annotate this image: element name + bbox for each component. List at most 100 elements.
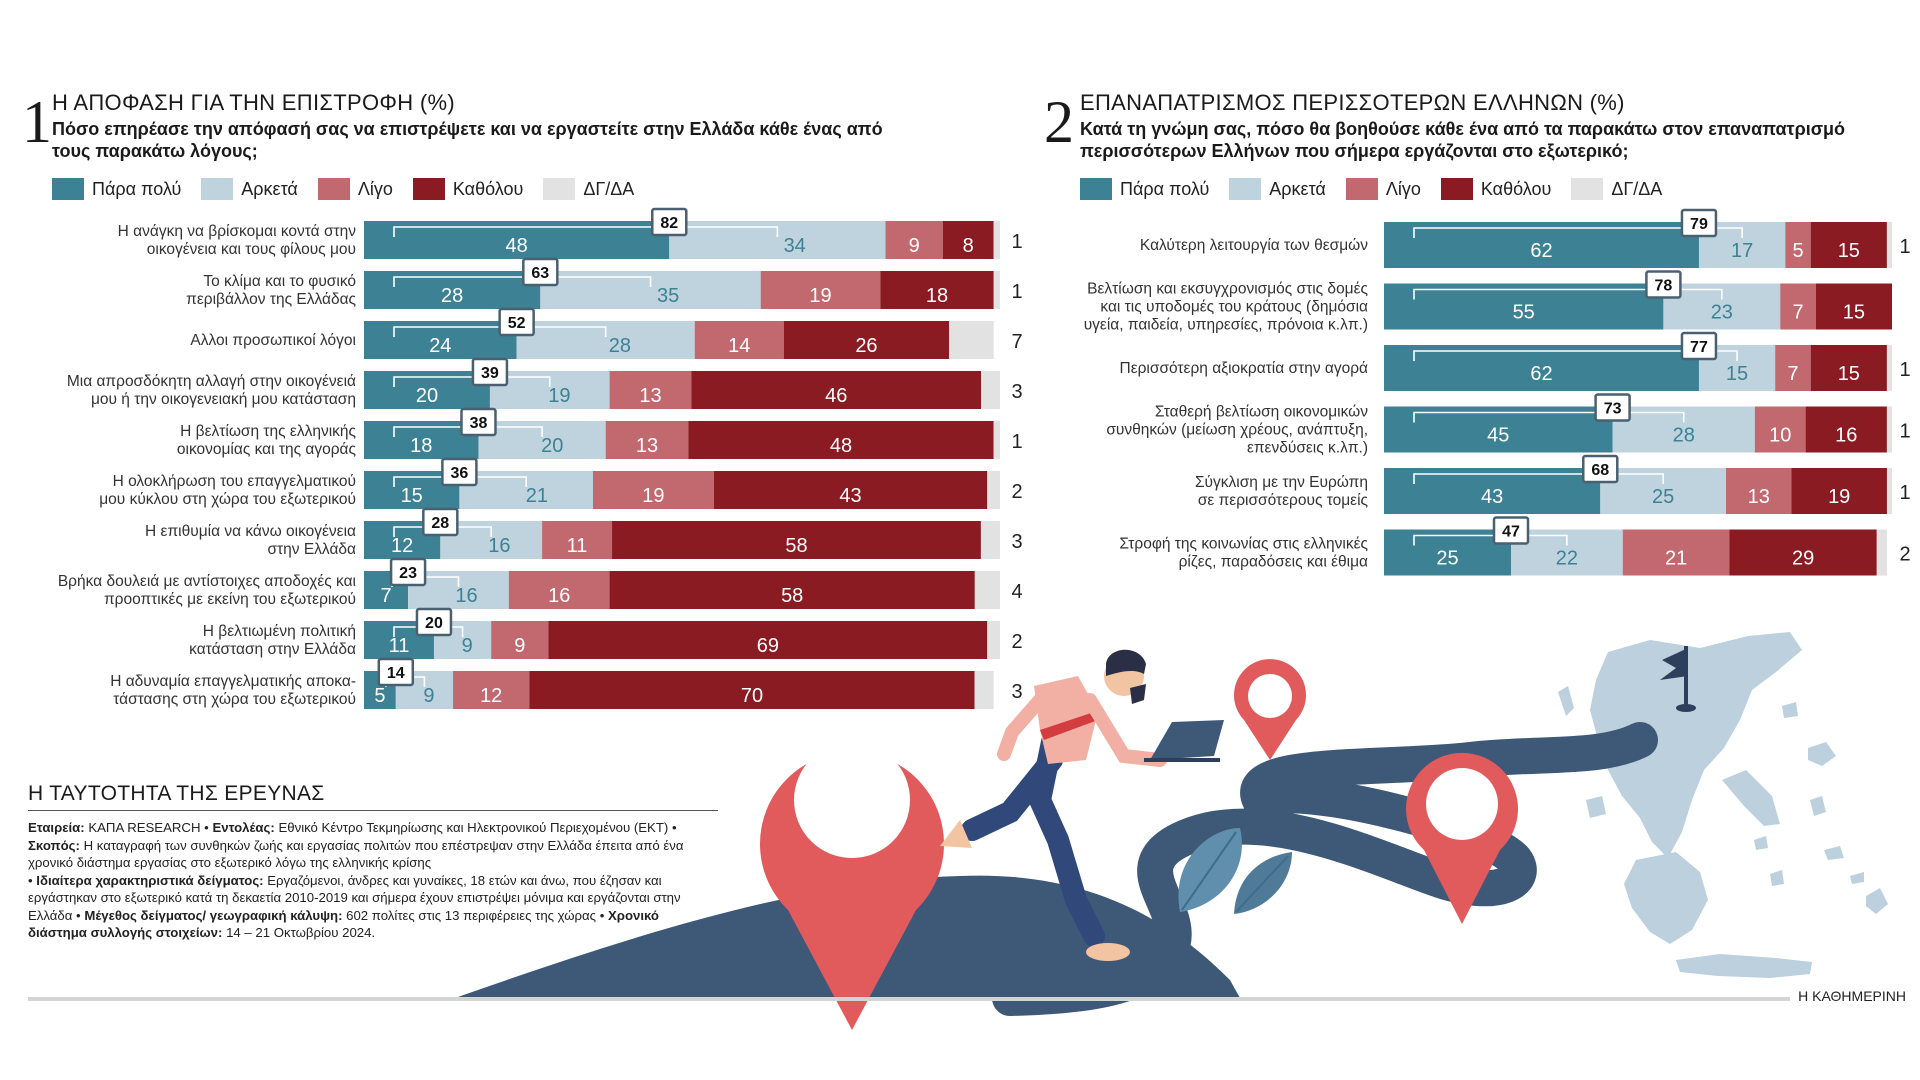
callout-value: 20 (425, 615, 443, 632)
data-label: 22 (1556, 548, 1578, 570)
panel2-title: ΕΠΑΝΑΠΑΤΡΙΣΜΟΣ ΠΕΡΙΣΣΟΤΕΡΩΝ ΕΛΛΗΝΩΝ (%) (1080, 90, 1625, 115)
data-label: 9 (514, 635, 525, 657)
data-label: 16 (488, 535, 510, 557)
callout-value: 82 (660, 215, 678, 232)
bar-segment-not-at-all (548, 621, 988, 659)
bar-segment-not-at-all (1810, 222, 1887, 268)
callout-value: 52 (508, 315, 526, 332)
map-pin-icon (760, 742, 944, 1030)
panel1-number: 1 (22, 89, 52, 155)
bar-segment-not-at-all (1805, 406, 1887, 453)
bar-segment-dk (949, 321, 994, 359)
callout-value: 68 (1591, 462, 1609, 479)
bar-segment-not-at-all (1810, 345, 1887, 391)
data-label: 15 (1838, 363, 1860, 385)
lesvos (1808, 742, 1836, 766)
data-label: 12 (391, 535, 413, 557)
panel2-question: Κατά τη γνώμη σας, πόσο θα βοηθούσε κάθε… (1080, 119, 1846, 161)
row-label: Περισσότερη αξιοκρατία στην αγορά (1120, 360, 1369, 377)
evia (1722, 770, 1780, 826)
callout-value: 47 (1502, 524, 1520, 541)
bottom-rule (28, 997, 1790, 1001)
chalkidiki (1708, 664, 1736, 700)
survey-sample-label: Ιδιαίτερα χαρακτηριστικά δείγματος: (36, 872, 264, 888)
legend-label: Αρκετά (241, 178, 298, 199)
legend-label: Καθόλου (452, 178, 524, 199)
bar-segment-little (885, 221, 943, 259)
data-label: 17 (1731, 240, 1753, 262)
legend-item-very-much: Πάρα πολύ (52, 178, 181, 200)
bar-segment-not-at-all (783, 321, 950, 359)
publisher-credit: Η ΚΑΘΗΜΕΡΙΝΗ (1798, 988, 1906, 1004)
bar-segment-little (609, 371, 692, 409)
data-label: 7 (1787, 363, 1798, 385)
peloponnese (1624, 852, 1708, 944)
callout-box (422, 507, 459, 537)
callout-bracket (1413, 288, 1723, 300)
bar-segment-dk (993, 271, 1000, 309)
greece-map (1558, 632, 1888, 978)
data-label: 16 (548, 585, 570, 607)
data-label: 14 (728, 335, 750, 357)
greece-mainland (1590, 632, 1802, 858)
bar-segment-not-at-all (691, 371, 982, 409)
dk-value-label: 1 (1899, 236, 1910, 258)
survey-period-label: Χρονικό διάστημα συλλογής στοιχείων: (28, 907, 659, 941)
data-label: 48 (506, 235, 528, 257)
callout-box (1582, 454, 1619, 484)
data-label: 29 (1792, 548, 1814, 570)
data-label: 55 (1513, 302, 1535, 324)
kefalonia (1586, 796, 1606, 818)
data-label: 5 (1792, 240, 1803, 262)
journey-illustration (455, 632, 1888, 1030)
survey-company: ΚΑΠΑ RESEARCH (88, 820, 201, 835)
bar-segment-very-much (1384, 222, 1699, 268)
dk-value-label: 2 (1011, 631, 1022, 653)
row-label: ρίζες, παραδόσεις και έθιμα (1179, 554, 1368, 571)
data-label: 5 (374, 685, 385, 707)
data-label: 9 (423, 685, 434, 707)
data-label: 21 (526, 485, 548, 507)
map-pin-icon (1234, 659, 1306, 760)
row-label: και τις υποδομές του κράτους (δημόσια (1100, 299, 1368, 316)
callout-bracket (1413, 350, 1738, 361)
data-label: 10 (1769, 425, 1791, 447)
callout-bracket (1413, 411, 1685, 423)
legend-label: Λίγο (1385, 178, 1421, 199)
naxos (1770, 870, 1784, 886)
data-label: 23 (1711, 302, 1733, 324)
data-label: 9 (909, 235, 920, 257)
bar-segment-not-at-all (1791, 468, 1887, 514)
row-label: περιβάλλον της Ελλάδας (186, 291, 356, 308)
bar-segment-not-at-all (612, 521, 981, 559)
legend-item-little: Λίγο (1345, 178, 1421, 200)
survey-identity: Η ΤΑΥΤΟΤΗΤΑ ΤΗΣ ΕΡΕΥΝΑΣ Εταιρεία: ΚΑΠΑ R… (28, 782, 718, 942)
row-label: επενδύσεις κ.λπ.) (1247, 440, 1368, 457)
legend-label: Αρκετά (1269, 178, 1326, 199)
data-label: 25 (1436, 548, 1458, 570)
row-label: κατάσταση στην Ελλάδα (189, 641, 356, 658)
dk-value-label: 7 (1011, 331, 1022, 353)
row-label: στην Ελλάδα (267, 541, 356, 558)
dk-value-label: 3 (1011, 531, 1022, 553)
row-label: οικονομίας και της αγοράς (177, 441, 356, 458)
data-label: 15 (1838, 240, 1860, 262)
survey-title: Η ΤΑΥΤΟΤΗΤΑ ΤΗΣ ΕΡΕΥΝΑΣ (28, 782, 718, 811)
data-label: 28 (1673, 425, 1695, 447)
bar-segment-little (1754, 406, 1806, 453)
data-label: 7 (1792, 302, 1803, 324)
charts-group: Η ανάγκη να βρίσκομαι κοντά στηνοικογένε… (58, 207, 1911, 709)
legend-item-little: Λίγο (317, 178, 393, 200)
dk-value-label: 1 (1899, 359, 1910, 381)
bar-segment-not-at-all (880, 271, 994, 309)
data-label: 21 (1665, 548, 1687, 570)
callout-value: 14 (387, 665, 405, 682)
callout-value: 63 (531, 265, 549, 282)
survey-text: Εταιρεία: ΚΑΠΑ RESEARCH • Εντολέας: Εθνι… (28, 820, 684, 941)
callout-box (1680, 208, 1718, 238)
legend-item-dk: ΔΓ/ΔΑ (1571, 178, 1662, 200)
thasos (1776, 638, 1790, 652)
data-label: 43 (839, 485, 861, 507)
data-label: 15 (1726, 363, 1748, 385)
chios (1810, 796, 1826, 816)
